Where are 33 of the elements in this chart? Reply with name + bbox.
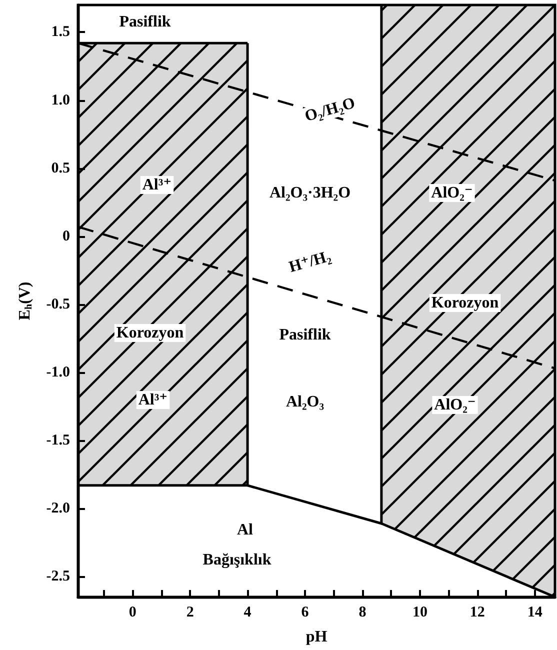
annotation: Korozyon [116, 324, 184, 342]
annotation: Al³⁺ [142, 176, 172, 194]
y-tick-label: -1.0 [46, 364, 70, 380]
y-tick-label: -0.5 [46, 296, 70, 312]
annotation: Korozyon [431, 294, 499, 312]
annotation: AlO₂⁻ [434, 396, 476, 414]
y-tick-label: -2.5 [46, 568, 70, 585]
y-axis-title: Eh(V) [16, 282, 34, 320]
x-tick-label: 8 [358, 604, 366, 620]
x-tick-label: 0 [128, 604, 136, 620]
annotation: Al₂O₃·3H₂O [269, 184, 351, 202]
x-tick-label: 6 [301, 604, 310, 620]
annotation: AlO₂⁻ [431, 184, 473, 202]
annotation: Bağışıklık [202, 552, 272, 568]
y-tick-label: -1.5 [46, 432, 70, 448]
annotation: Pasiflik [279, 326, 331, 344]
y-tick-label: 1.5 [51, 24, 70, 40]
annotation: Al₂O₃ [286, 394, 324, 410]
y-tick-label: 0.5 [51, 160, 70, 176]
annotation: Al [237, 522, 254, 538]
annotation: O₂/H₂O [302, 94, 358, 126]
x-tick-label: 10 [412, 604, 428, 620]
x-tick-label: 2 [186, 604, 194, 620]
y-tick-label: -2.0 [46, 500, 70, 517]
x-tick-label: 14 [527, 604, 543, 620]
x-tick-label: 12 [470, 604, 485, 620]
annotation: H⁺/H₂ [287, 248, 333, 276]
y-tick-label: 0 [62, 228, 70, 244]
x-tick-label: 4 [244, 604, 252, 620]
y-tick-label: 1.0 [51, 92, 70, 108]
annotation: Al³⁺ [138, 392, 168, 408]
annotation: Pasiflik [119, 14, 171, 30]
x-axis-title: pH [306, 628, 328, 646]
